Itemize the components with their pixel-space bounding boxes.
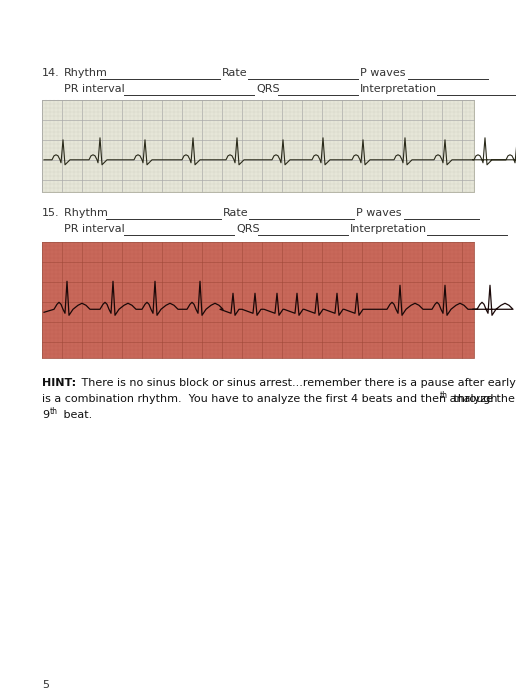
Text: Rhythm: Rhythm xyxy=(64,68,108,78)
Text: QRS: QRS xyxy=(256,84,280,94)
Text: th: th xyxy=(440,391,448,400)
Text: beat.: beat. xyxy=(60,410,92,420)
Bar xyxy=(42,100,474,192)
Text: through: through xyxy=(450,394,497,404)
Text: P waves: P waves xyxy=(356,208,401,218)
Text: Rate: Rate xyxy=(223,208,249,218)
Text: Interpretation: Interpretation xyxy=(350,224,427,234)
Text: There is no sinus block or sinus arrest...remember there is a pause after early : There is no sinus block or sinus arrest.… xyxy=(78,378,516,388)
Text: PR interval: PR interval xyxy=(64,84,125,94)
Bar xyxy=(42,242,474,358)
Text: 9: 9 xyxy=(42,410,49,420)
Text: QRS: QRS xyxy=(236,224,260,234)
Text: Interpretation: Interpretation xyxy=(360,84,437,94)
Text: PR interval: PR interval xyxy=(64,224,125,234)
Text: Rate: Rate xyxy=(222,68,248,78)
Text: HINT:: HINT: xyxy=(42,378,76,388)
Text: Rhythm: Rhythm xyxy=(64,208,111,218)
Text: 14.: 14. xyxy=(42,68,60,78)
Text: 15.: 15. xyxy=(42,208,60,218)
Text: th: th xyxy=(50,407,58,416)
Text: 5: 5 xyxy=(42,680,49,690)
Text: is a combination rhythm.  You have to analyze the first 4 beats and then analyze: is a combination rhythm. You have to ana… xyxy=(42,394,516,404)
Text: P waves: P waves xyxy=(360,68,406,78)
